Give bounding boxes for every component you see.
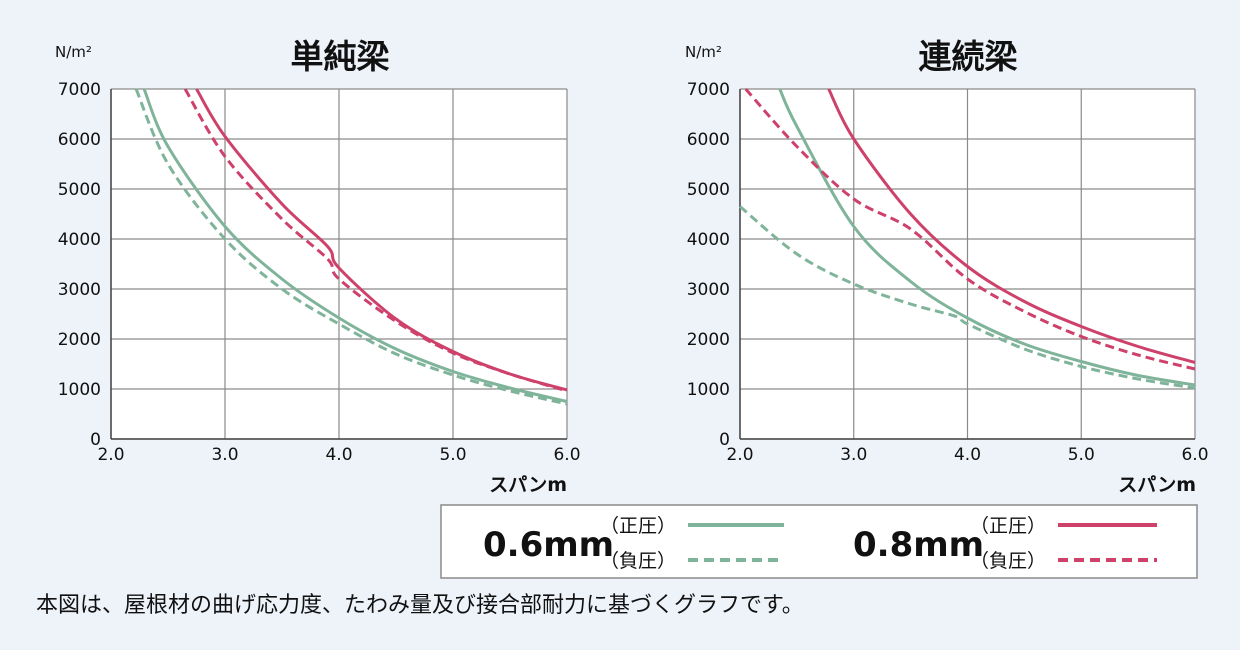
y-tick-label: 6000 [687,130,730,150]
y-tick-label: 5000 [58,180,101,200]
x-tick-label: 4.0 [325,445,352,465]
legend-negative-label: （負圧） [600,550,676,572]
legend-negative-label: （負圧） [970,550,1046,572]
caption: 本図は、屋根材の曲げ応力度、たわみ量及び接合部耐力に基づくグラフです。 [36,593,804,618]
y-tick-label: 3000 [687,280,730,300]
y-tick-label: 3000 [58,280,101,300]
x-tick-label: 3.0 [840,445,867,465]
series-line-0.6mm-positive [142,88,568,403]
chart-continuous-beam: N/m² 連続梁 0 1000 2000 3000 4000 5000 6000 7000 2… [685,37,1209,496]
x-tick-labels: 2.0 3.0 4.0 5.0 6.0 [97,445,580,465]
x-tick-label: 5.0 [1068,445,1095,465]
y-tick-label: 0 [719,430,730,450]
legend: 0.6mm （正圧） （負圧） 0.8mm （正圧） （負圧） [440,504,1198,579]
y-tick-label: 7000 [58,80,101,100]
legend-positive-label: （正圧） [600,515,676,537]
x-tick-label: 6.0 [1181,445,1208,465]
series-line-0.8mm-negative [183,88,568,393]
y-tick-label: 2000 [58,330,101,350]
y-tick-label: 0 [90,430,101,450]
chart-simple-beam: N/m² 単純梁 0 1000 2000 3000 4000 5000 6000 7000 2… [55,37,581,496]
y-tick-label: 1000 [58,380,101,400]
series-line-0.6mm-negative [134,88,568,406]
series-line-0.8mm-positive [827,88,1196,364]
chart-title: 連続梁 [919,37,1018,76]
series-line-0.6mm-negative [739,205,1196,390]
y-tick-label: 6000 [58,130,101,150]
legend-positive-label: （正圧） [970,515,1046,537]
x-axis-label: スパンm [489,474,567,496]
legend-box [440,504,1198,579]
y-tick-label: 4000 [58,230,101,250]
y-tick-label: 5000 [687,180,730,200]
x-tick-label: 4.0 [954,445,981,465]
y-axis-unit-label: N/m² [685,43,722,61]
y-tick-label: 4000 [687,230,730,250]
legend-item-0.6mm: 0.6mm （正圧） （負圧） [483,515,784,572]
series-line-0.6mm-positive [778,88,1196,387]
x-tick-labels: 2.0 3.0 4.0 5.0 6.0 [726,445,1208,465]
y-tick-labels: 0 1000 2000 3000 4000 5000 6000 7000 [687,80,730,450]
series-group [739,88,1196,390]
series-group [134,88,568,406]
y-tick-label: 7000 [687,80,730,100]
x-tick-label: 2.0 [726,445,753,465]
y-tick-label: 1000 [687,380,730,400]
y-tick-labels: 0 1000 2000 3000 4000 5000 6000 7000 [58,80,101,450]
y-tick-label: 2000 [687,330,730,350]
chart-title: 単純梁 [291,37,390,76]
legend-gauge-label: 0.6mm [483,525,614,565]
x-tick-label: 2.0 [97,445,124,465]
legend-item-0.8mm: 0.8mm （正圧） （負圧） [853,515,1157,572]
x-tick-label: 6.0 [553,445,580,465]
grid [110,88,568,440]
y-axis-unit-label: N/m² [55,43,92,61]
x-tick-label: 5.0 [439,445,466,465]
x-axis-label: スパンm [1118,474,1196,496]
x-tick-label: 3.0 [211,445,238,465]
legend-gauge-label: 0.8mm [853,525,984,565]
grid [739,88,1196,440]
